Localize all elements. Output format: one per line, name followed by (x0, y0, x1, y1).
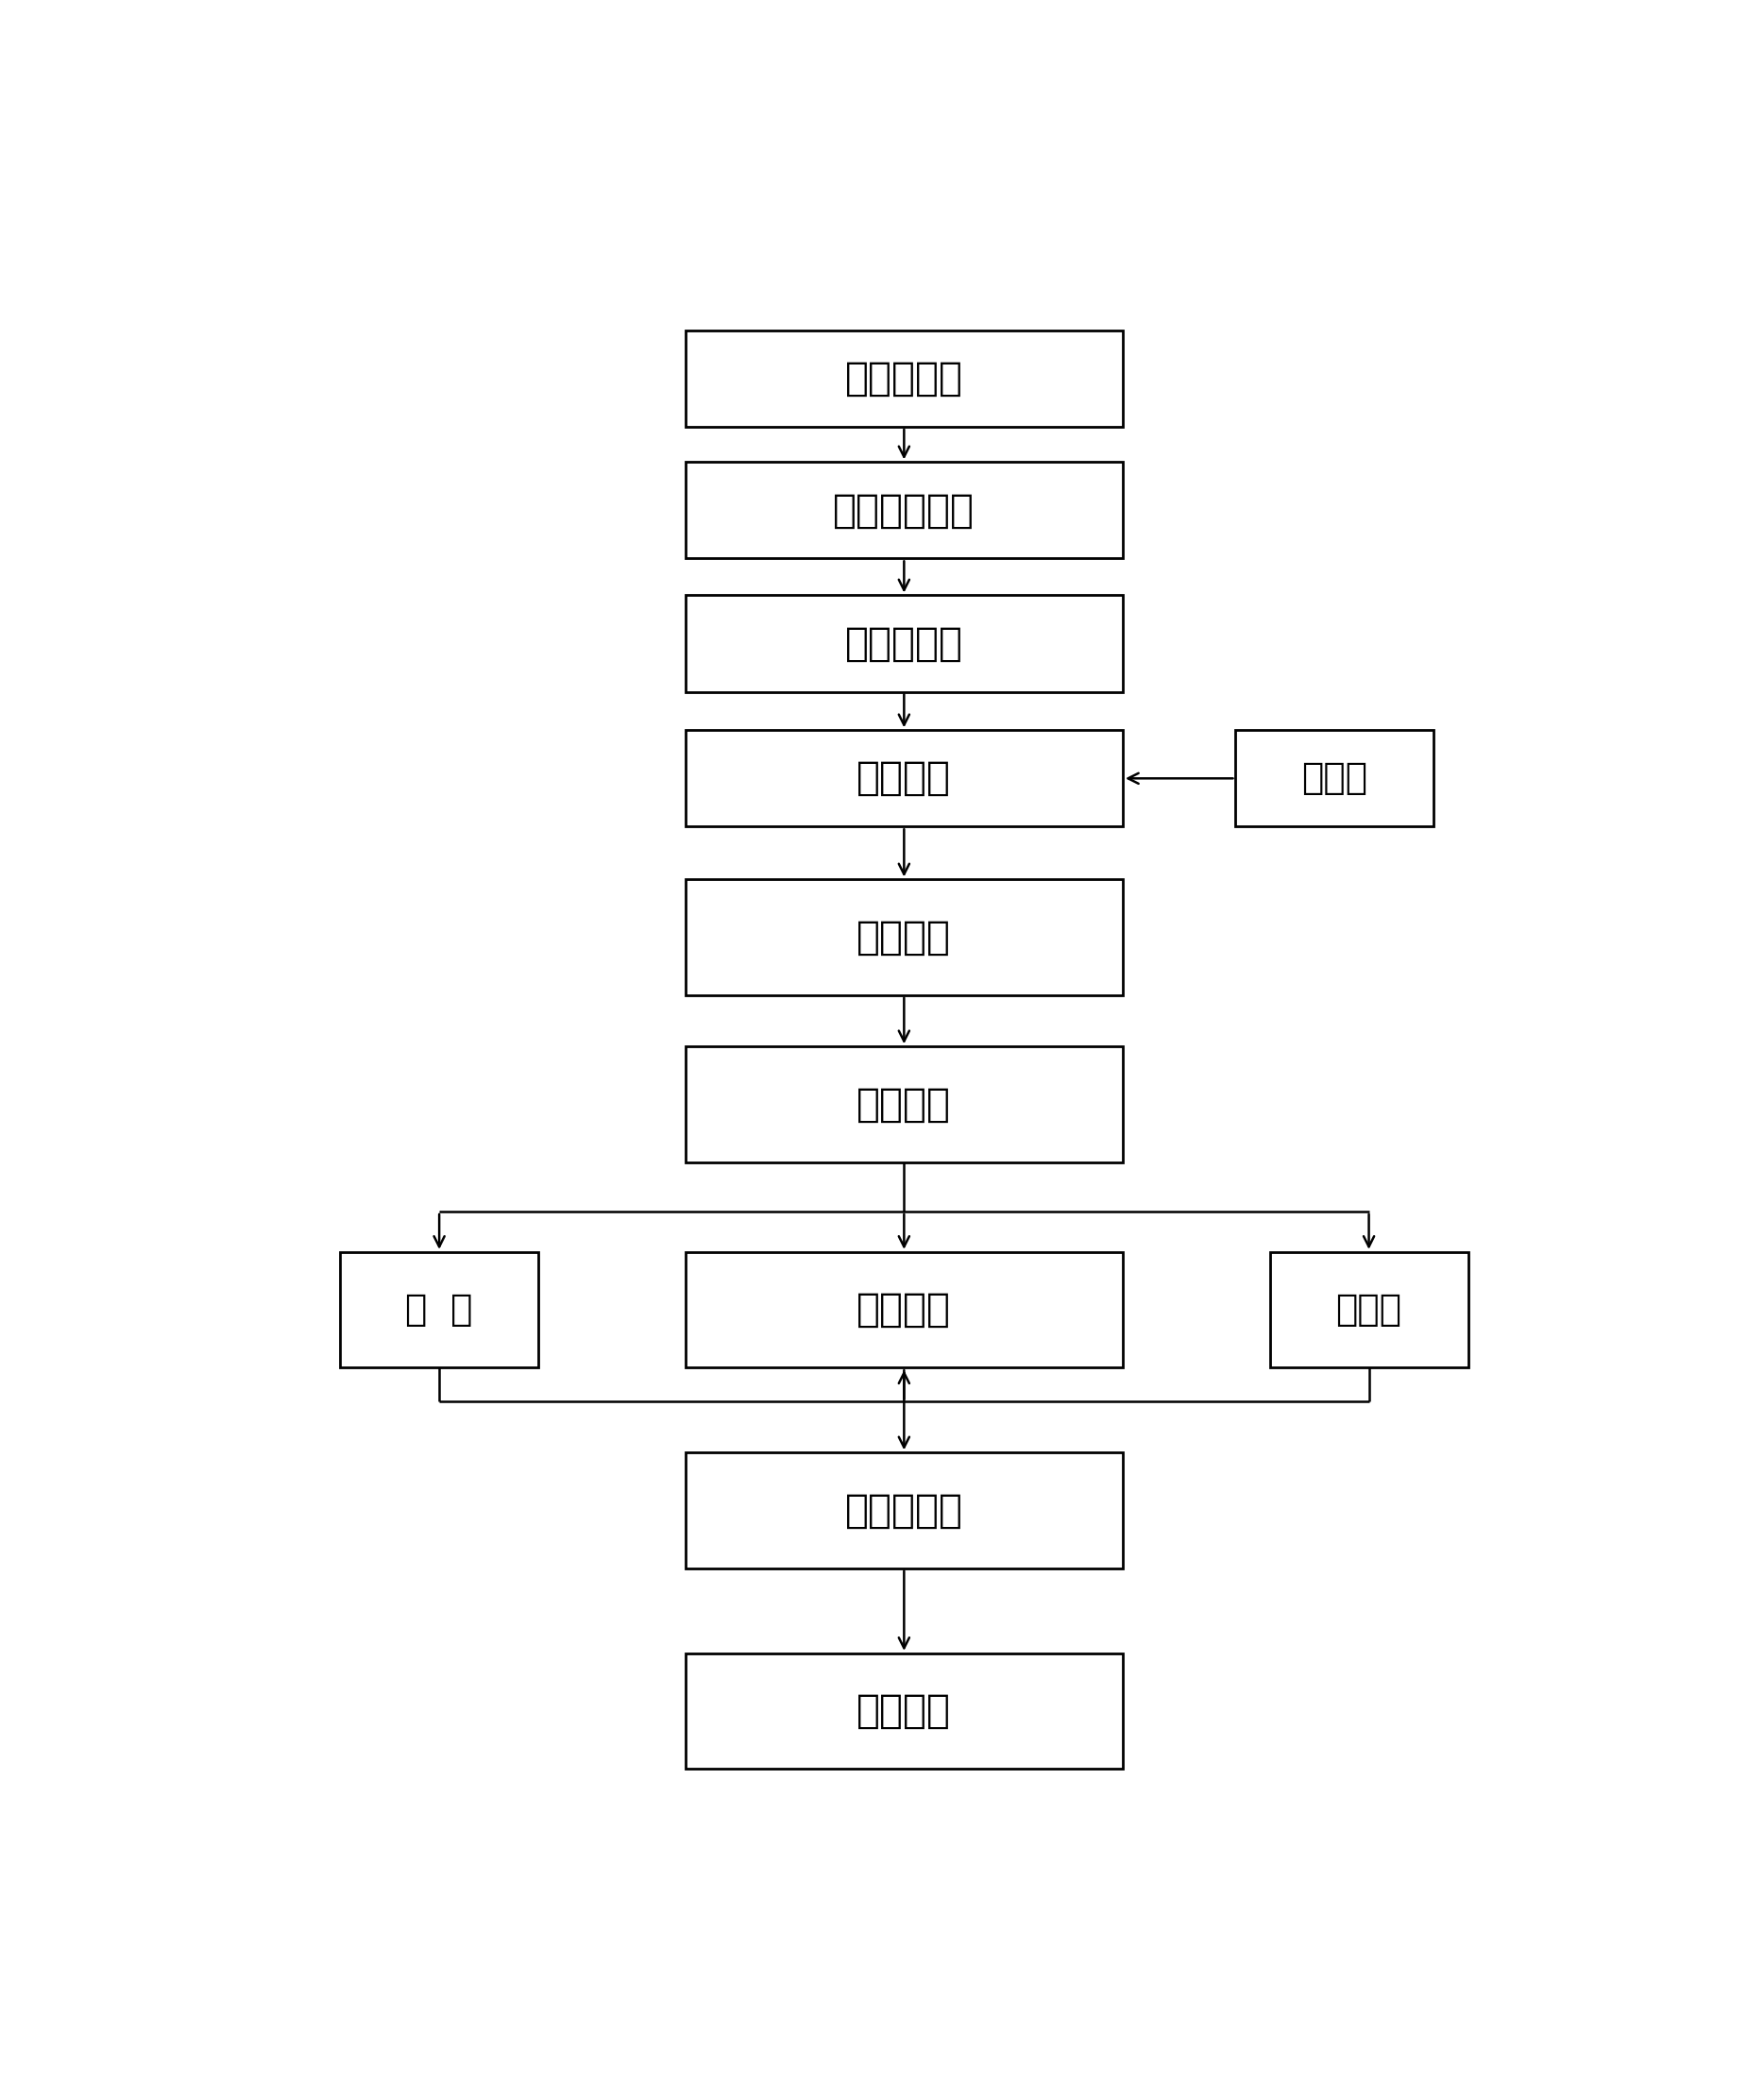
FancyBboxPatch shape (684, 1653, 1124, 1768)
Text: 纳米铅产品: 纳米铅产品 (845, 1491, 963, 1530)
FancyBboxPatch shape (684, 596, 1124, 692)
Text: 冷凝水: 冷凝水 (1335, 1293, 1402, 1328)
Text: 氩  气: 氩 气 (406, 1293, 473, 1328)
Text: 还原剂: 还原剂 (1302, 761, 1367, 796)
Text: 清除表面涂层: 清除表面涂层 (833, 490, 975, 530)
FancyBboxPatch shape (1235, 730, 1434, 826)
Text: 破碎、球磨: 破碎、球磨 (845, 623, 963, 663)
Text: 真空包装: 真空包装 (857, 1691, 951, 1731)
Text: 冷凝捕集: 冷凝捕集 (857, 1291, 951, 1330)
Text: 真空蒸馏: 真空蒸馏 (857, 1084, 951, 1124)
FancyBboxPatch shape (1270, 1251, 1468, 1368)
FancyBboxPatch shape (684, 1251, 1124, 1368)
FancyBboxPatch shape (340, 1251, 538, 1368)
FancyBboxPatch shape (684, 730, 1124, 826)
FancyBboxPatch shape (684, 880, 1124, 995)
Text: 含铅锥玻璃: 含铅锥玻璃 (845, 359, 963, 398)
Text: 高温还原: 高温还原 (857, 917, 951, 957)
Text: 均匀混合: 均匀混合 (857, 759, 951, 799)
FancyBboxPatch shape (684, 1453, 1124, 1568)
FancyBboxPatch shape (684, 1047, 1124, 1161)
FancyBboxPatch shape (684, 329, 1124, 427)
FancyBboxPatch shape (684, 463, 1124, 559)
